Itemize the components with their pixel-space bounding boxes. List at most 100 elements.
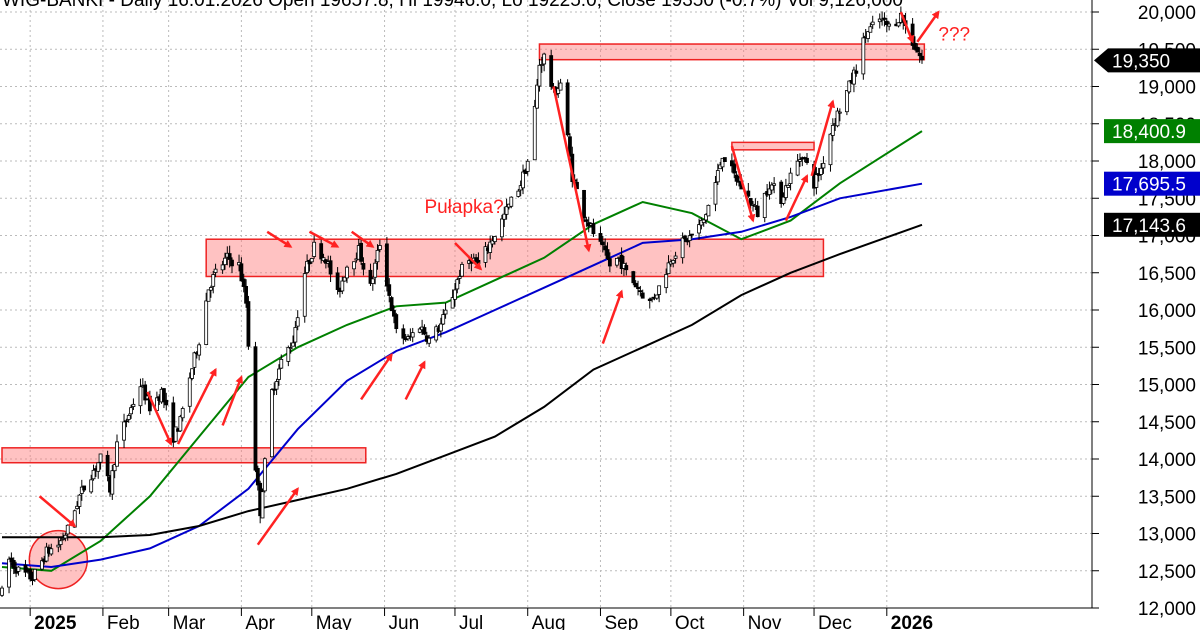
candle-body — [844, 90, 849, 113]
annotation-arrow — [308, 230, 340, 248]
candle-body — [713, 182, 718, 205]
candle-body — [633, 282, 638, 288]
ma-value-tag-bg — [1104, 119, 1200, 144]
candle-body — [852, 69, 856, 85]
candle-body — [751, 203, 755, 206]
candle-body — [394, 314, 399, 330]
x-month-label: Apr — [245, 613, 275, 630]
candle-body — [854, 70, 859, 74]
candle-body — [98, 453, 103, 463]
candle-body — [687, 235, 692, 241]
candle-body — [537, 64, 542, 87]
candle-body — [91, 469, 96, 480]
candle-body — [697, 224, 701, 234]
y-tick-label: 16,000 — [1138, 301, 1196, 322]
candle-body — [387, 284, 392, 296]
candle-body — [204, 300, 209, 345]
candle-body — [49, 548, 54, 555]
candle-body — [427, 337, 432, 344]
candle-body — [82, 485, 87, 491]
annotation-arrow — [221, 375, 243, 426]
candle-body — [361, 263, 366, 270]
candle-body — [603, 245, 608, 251]
candle-body — [690, 233, 694, 236]
candle-body — [614, 257, 619, 266]
candle-body — [636, 286, 640, 290]
candle-body — [657, 285, 662, 295]
candle-body — [868, 26, 873, 33]
candle-body — [295, 317, 300, 327]
candle-body — [619, 254, 624, 270]
candle-body — [502, 213, 507, 220]
candle-body — [227, 253, 232, 260]
chart-header: WIG-BANKI - Daily 16.01.2026 Open 19657.… — [2, 0, 903, 11]
candle-body — [457, 276, 462, 279]
y-tick-label: 12,000 — [1138, 599, 1196, 620]
candle-body — [549, 55, 554, 87]
annotation-arrow — [38, 495, 77, 528]
ma-value-tag: 17,695.5 — [1112, 175, 1186, 196]
candle-body — [422, 327, 427, 335]
candle-body — [352, 261, 356, 270]
y-tick-label: 20,000 — [1138, 3, 1196, 24]
candle-body — [499, 218, 504, 238]
candle-body — [654, 294, 659, 299]
candle-body — [772, 183, 777, 186]
candle-body — [666, 262, 671, 275]
candle-body — [269, 389, 274, 458]
candle-body — [866, 31, 870, 39]
annotation-arrow — [256, 487, 299, 546]
candle-body — [129, 407, 133, 415]
candle-body — [769, 184, 774, 191]
candle-body — [28, 568, 33, 580]
candle-body — [715, 170, 720, 183]
candle-body — [565, 82, 570, 136]
candle-body — [631, 271, 636, 284]
candle-body — [96, 462, 101, 472]
candle-body — [488, 241, 493, 253]
x-year-label: 2025 — [34, 613, 77, 630]
candle-body — [535, 84, 540, 109]
ma-value-tag: 18,400.9 — [1112, 122, 1186, 143]
candle-body — [213, 268, 218, 273]
candle-body — [375, 249, 380, 263]
candle-body — [124, 420, 129, 423]
candle-body — [309, 258, 314, 263]
candle-body — [767, 188, 772, 195]
candle-body — [910, 23, 915, 46]
candle-body — [241, 278, 246, 287]
x-axis: 2025 Feb Mar Apr May Jun Jul Aug Sep Oct Nov Dec 202… — [29, 608, 933, 630]
candle-body — [389, 297, 394, 312]
candle-body — [847, 80, 852, 93]
candle-body — [434, 326, 439, 341]
candle-body — [722, 157, 727, 162]
candle-body — [32, 568, 37, 581]
candle-body — [704, 214, 708, 221]
candle-body — [197, 344, 202, 356]
candle-body — [701, 219, 706, 223]
candle-body — [312, 241, 317, 257]
candle-body — [638, 290, 643, 293]
candle-body — [887, 23, 892, 27]
candle-body — [556, 88, 561, 94]
last-price-tag: 19,350 — [1112, 51, 1170, 72]
candle-body — [821, 162, 826, 169]
candle-body — [328, 260, 333, 275]
candle-body — [61, 538, 65, 540]
candle-body — [112, 464, 117, 472]
candle-body — [920, 55, 924, 61]
candle-body — [208, 287, 213, 291]
x-month-label: Mar — [173, 613, 206, 630]
candle-body — [786, 185, 791, 188]
candle-body — [492, 236, 497, 243]
candle-body — [624, 265, 629, 271]
candle-body — [16, 566, 21, 572]
candle-body — [680, 237, 685, 259]
candle-body — [450, 297, 455, 309]
candle-body — [861, 37, 866, 75]
candle-body — [370, 278, 375, 284]
candle-body — [164, 399, 169, 406]
moving-average-line — [1, 130, 923, 572]
candle-body — [359, 242, 363, 262]
candle-body — [377, 245, 382, 250]
